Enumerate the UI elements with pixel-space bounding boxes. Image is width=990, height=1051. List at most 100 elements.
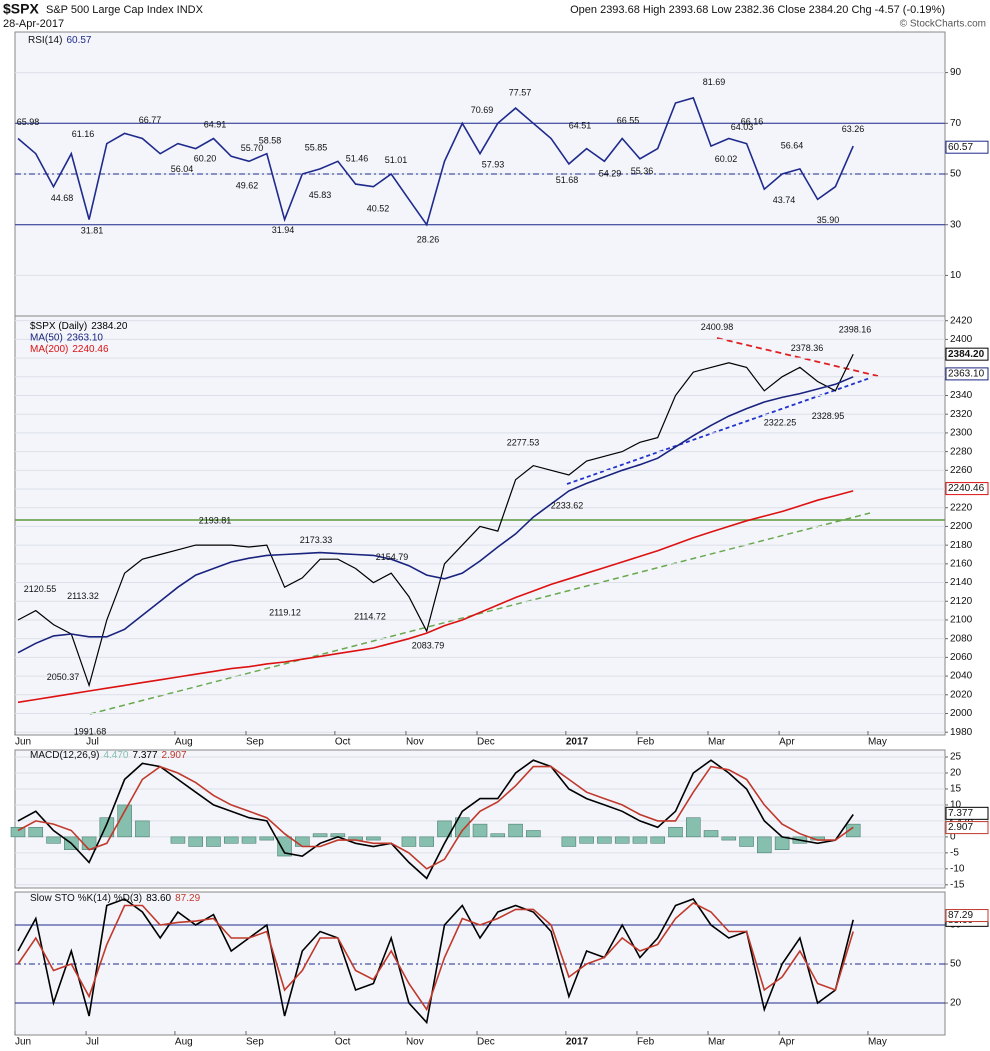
annotation: 64.03 bbox=[731, 122, 754, 132]
y-tick-label: -5 bbox=[950, 848, 959, 859]
series-line bbox=[17, 898, 854, 1025]
panel bbox=[14, 891, 946, 1036]
series-line bbox=[17, 96, 854, 227]
value-tag-label: 2.907 bbox=[948, 822, 973, 833]
legend: Slow STO %K(14) %D(3) 83.60 87.29 bbox=[30, 893, 201, 904]
y-tick-label: 2080 bbox=[950, 633, 973, 644]
legend-value: 87.29 bbox=[175, 893, 200, 904]
legend-value: 4.470 bbox=[103, 750, 128, 761]
x-tick-label: Feb bbox=[637, 737, 655, 748]
y-tick-label: 10 bbox=[950, 800, 962, 811]
x-tick-label: Aug bbox=[175, 737, 193, 748]
panel bbox=[14, 315, 946, 736]
symbol-name: S&P 500 Large Cap Index INDX bbox=[46, 4, 204, 16]
annotation: 77.57 bbox=[509, 87, 532, 97]
x-tick-label: Jul bbox=[86, 737, 99, 748]
y-tick-label: 20 bbox=[950, 768, 962, 779]
histogram-bar bbox=[490, 833, 506, 838]
annotation: 51.01 bbox=[385, 155, 408, 165]
value-tag bbox=[945, 909, 989, 923]
annotation: 2328.95 bbox=[812, 411, 845, 421]
legend: RSI(14) 60.57 bbox=[28, 35, 92, 46]
y-tick-label: 25 bbox=[950, 752, 962, 763]
histogram-bar bbox=[206, 836, 221, 847]
histogram-bar bbox=[28, 827, 44, 838]
annotation: 65.98 bbox=[17, 117, 40, 127]
annotation: 35.90 bbox=[817, 215, 840, 225]
y-tick-label: 15 bbox=[950, 784, 962, 795]
y-tick-label: 20 bbox=[950, 998, 962, 1009]
annotation: 2114.72 bbox=[354, 612, 386, 622]
legend-value: 2.907 bbox=[162, 750, 187, 761]
histogram-bar bbox=[277, 836, 292, 857]
histogram-bar bbox=[526, 830, 541, 838]
legend-name: MA(200) bbox=[30, 344, 68, 355]
y-tick-label: 2280 bbox=[950, 446, 973, 457]
annotation: 43.74 bbox=[773, 195, 796, 205]
y-tick-label: 50 bbox=[950, 169, 962, 180]
y-tick-label: 2260 bbox=[950, 465, 973, 476]
histogram-bar bbox=[437, 820, 452, 838]
histogram-bar bbox=[703, 830, 719, 838]
x-tick-label: May bbox=[868, 1037, 887, 1048]
panels bbox=[14, 31, 946, 1036]
x-tick-label: Oct bbox=[335, 737, 351, 748]
series-line bbox=[17, 353, 854, 688]
x-tick-label: Mar bbox=[708, 1037, 726, 1048]
value-tag-label: 2384.20 bbox=[948, 349, 985, 360]
legend-name: $SPX (Daily) bbox=[30, 321, 87, 332]
histogram-bar bbox=[241, 836, 257, 844]
value-tag-label: 2240.46 bbox=[948, 483, 985, 494]
annotation: 66.77 bbox=[139, 115, 162, 125]
x-tick-label: Oct bbox=[335, 1037, 351, 1048]
x-tick-label: Sep bbox=[246, 737, 264, 748]
y-tick-label: 50 bbox=[950, 959, 962, 970]
histogram-bar bbox=[686, 817, 701, 838]
series-line bbox=[17, 901, 854, 1012]
x-tick-label: 2017 bbox=[566, 1037, 589, 1048]
legend-value: 60.57 bbox=[66, 35, 91, 46]
annotation: 31.81 bbox=[81, 225, 104, 235]
histogram-bar bbox=[117, 804, 132, 838]
annotation: 61.16 bbox=[72, 129, 95, 139]
x-tick-label: Aug bbox=[175, 1037, 193, 1048]
quote: Open 2393.68 High 2393.68 Low 2382.36 Cl… bbox=[570, 4, 945, 16]
annotation: 2378.36 bbox=[791, 343, 824, 353]
annotation: 70.69 bbox=[471, 105, 494, 115]
histogram-bar bbox=[472, 823, 488, 838]
value-tag bbox=[945, 347, 989, 361]
annotation: 64.51 bbox=[569, 121, 592, 131]
value-tag bbox=[945, 140, 989, 154]
annotation: 2154.79 bbox=[376, 552, 409, 562]
annotation: 2400.98 bbox=[701, 322, 734, 332]
legend-name: MA(50) bbox=[30, 332, 63, 343]
x-tick-label: Jun bbox=[15, 737, 31, 748]
histogram-bar bbox=[455, 817, 470, 838]
histogram-bar bbox=[10, 827, 26, 838]
annotation: 66.55 bbox=[617, 115, 640, 125]
y-tick-label: -15 bbox=[950, 879, 965, 890]
legend-title: Slow STO %K(14) %D(3) bbox=[30, 893, 142, 904]
y-tick-label: 2060 bbox=[950, 652, 973, 663]
annotation: 31.94 bbox=[272, 225, 295, 235]
legend-title: MACD(12,26,9) bbox=[30, 750, 99, 761]
histogram-bar bbox=[721, 836, 737, 841]
x-tick-label: Mar bbox=[708, 737, 726, 748]
y-tick-label: 2420 bbox=[950, 315, 973, 326]
x-tick-label: Jun bbox=[15, 1037, 31, 1048]
annotation: 2113.32 bbox=[67, 591, 99, 601]
legend: $SPX (Daily) 2384.20 bbox=[30, 321, 128, 332]
histogram-bar bbox=[561, 836, 577, 847]
value-tag bbox=[945, 821, 989, 835]
value-tag-label: 87.29 bbox=[948, 910, 973, 921]
symbol: $SPX bbox=[3, 1, 39, 17]
histogram-bar bbox=[46, 836, 61, 844]
annotation: 56.64 bbox=[781, 141, 804, 151]
y-tick-label: 2160 bbox=[950, 558, 973, 569]
x-tick-label: Dec bbox=[477, 737, 495, 748]
value-tag bbox=[945, 806, 989, 820]
trendline bbox=[89, 512, 871, 715]
annotation: 2119.12 bbox=[269, 607, 301, 617]
